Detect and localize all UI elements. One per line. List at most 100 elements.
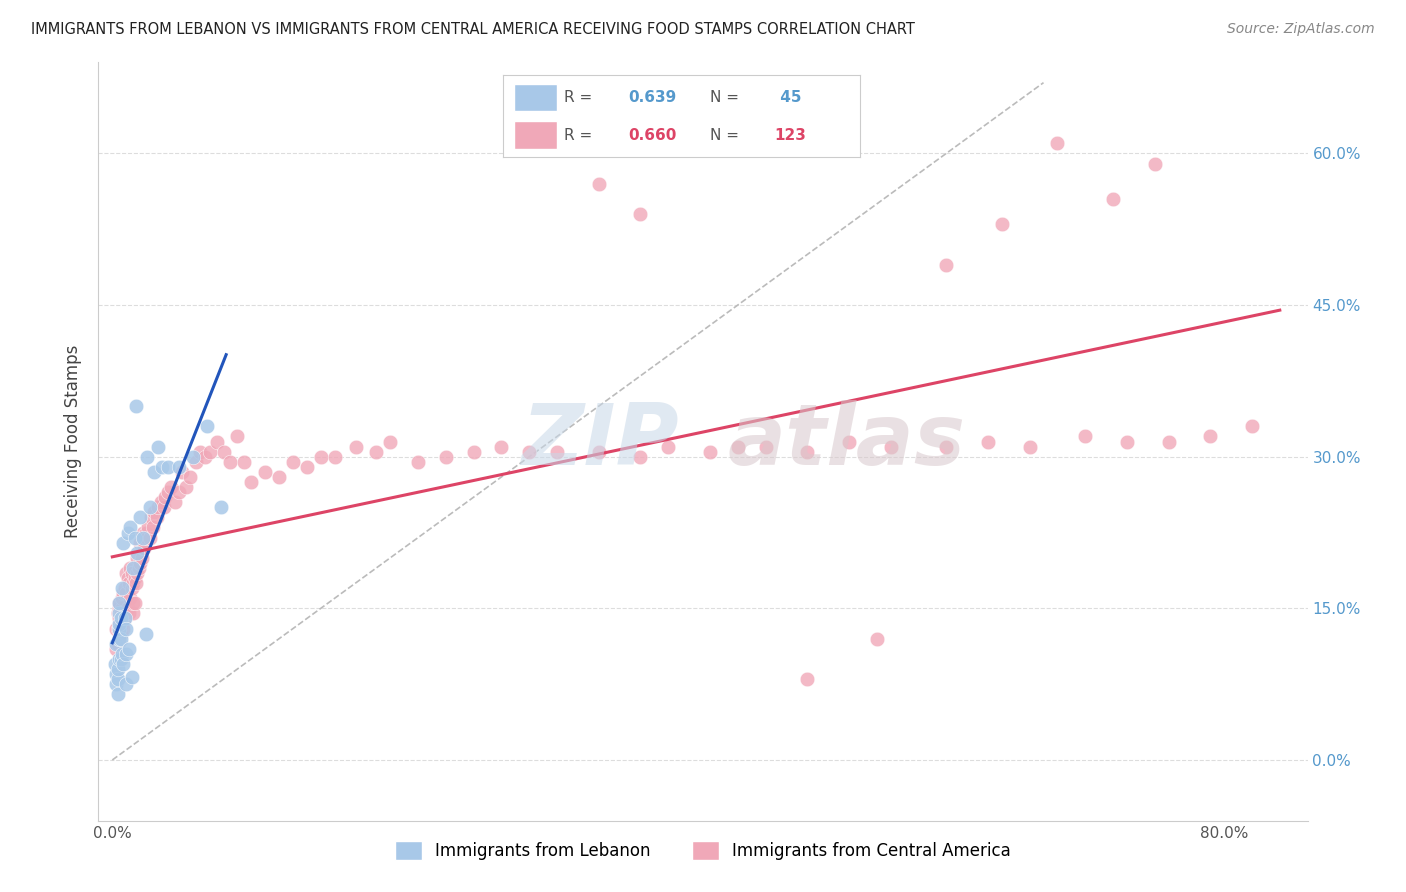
Point: [295, 459, 318, 474]
Point: [1115, 434, 1137, 449]
Point: [148, 440, 170, 454]
Point: [115, 677, 138, 691]
Point: [136, 531, 159, 545]
Point: [159, 480, 181, 494]
Point: [935, 440, 957, 454]
Point: [132, 531, 155, 545]
Point: [111, 591, 134, 606]
Point: [108, 601, 131, 615]
Point: [114, 581, 136, 595]
Point: [174, 480, 197, 494]
Y-axis label: Receiving Food Stamps: Receiving Food Stamps: [65, 345, 83, 538]
Point: [134, 541, 156, 555]
Point: [107, 687, 129, 701]
Point: [149, 495, 172, 509]
Point: [125, 399, 148, 413]
Point: [935, 258, 957, 272]
Point: [112, 622, 135, 636]
Point: [179, 470, 201, 484]
Point: [163, 495, 186, 509]
Point: [107, 637, 129, 651]
Point: [105, 622, 128, 636]
Point: [120, 591, 142, 606]
Point: [588, 177, 610, 191]
Point: [156, 459, 179, 474]
Point: [121, 581, 143, 595]
Point: [117, 601, 139, 615]
Point: [754, 440, 776, 454]
Point: [212, 444, 235, 458]
Point: [108, 616, 131, 631]
Point: [1199, 429, 1222, 443]
Point: [117, 571, 139, 585]
Point: [153, 490, 176, 504]
Point: [107, 672, 129, 686]
Point: [1143, 156, 1166, 170]
Point: [309, 450, 332, 464]
Point: [156, 485, 179, 500]
Point: [796, 444, 818, 458]
Point: [108, 596, 131, 610]
Point: [110, 652, 132, 666]
Point: [136, 450, 159, 464]
Text: ZIP: ZIP: [522, 400, 679, 483]
Point: [108, 652, 131, 666]
Point: [112, 535, 135, 549]
Point: [226, 429, 249, 443]
Point: [1074, 429, 1097, 443]
Point: [546, 444, 568, 458]
Point: [110, 626, 132, 640]
Point: [1240, 419, 1263, 434]
Point: [152, 500, 174, 515]
Point: [991, 217, 1014, 231]
Point: [107, 662, 129, 676]
Point: [188, 444, 211, 458]
Point: [121, 566, 143, 580]
Point: [209, 500, 232, 515]
Point: [122, 561, 145, 575]
Point: [114, 611, 136, 625]
Point: [143, 465, 166, 479]
Point: [879, 440, 901, 454]
Point: [198, 444, 221, 458]
Point: [127, 546, 149, 560]
Point: [699, 444, 721, 458]
Point: [128, 561, 150, 575]
Point: [366, 444, 388, 458]
Point: [344, 440, 367, 454]
Point: [127, 566, 149, 580]
Point: [108, 632, 131, 646]
Point: [110, 607, 132, 621]
Point: [195, 419, 218, 434]
Point: [108, 622, 131, 636]
Point: [269, 470, 291, 484]
Point: [143, 505, 166, 519]
Point: [517, 444, 540, 458]
Point: [1157, 434, 1180, 449]
Point: [122, 576, 145, 591]
Point: [117, 525, 139, 540]
Point: [107, 607, 129, 621]
Point: [129, 556, 152, 570]
Point: [118, 641, 141, 656]
Point: [138, 520, 160, 534]
Point: [194, 450, 217, 464]
Point: [124, 596, 146, 610]
Point: [115, 647, 138, 661]
Point: [240, 475, 263, 489]
Point: [181, 450, 204, 464]
Point: [105, 667, 128, 681]
Point: [115, 607, 138, 621]
Point: [115, 622, 138, 636]
Point: [866, 632, 889, 646]
Point: [281, 455, 304, 469]
Point: [108, 632, 131, 646]
Point: [219, 455, 242, 469]
Point: [112, 657, 135, 671]
Point: [796, 672, 818, 686]
Point: [115, 586, 138, 600]
Point: [114, 611, 136, 625]
Point: [142, 520, 165, 534]
Point: [108, 611, 131, 625]
Point: [588, 444, 610, 458]
